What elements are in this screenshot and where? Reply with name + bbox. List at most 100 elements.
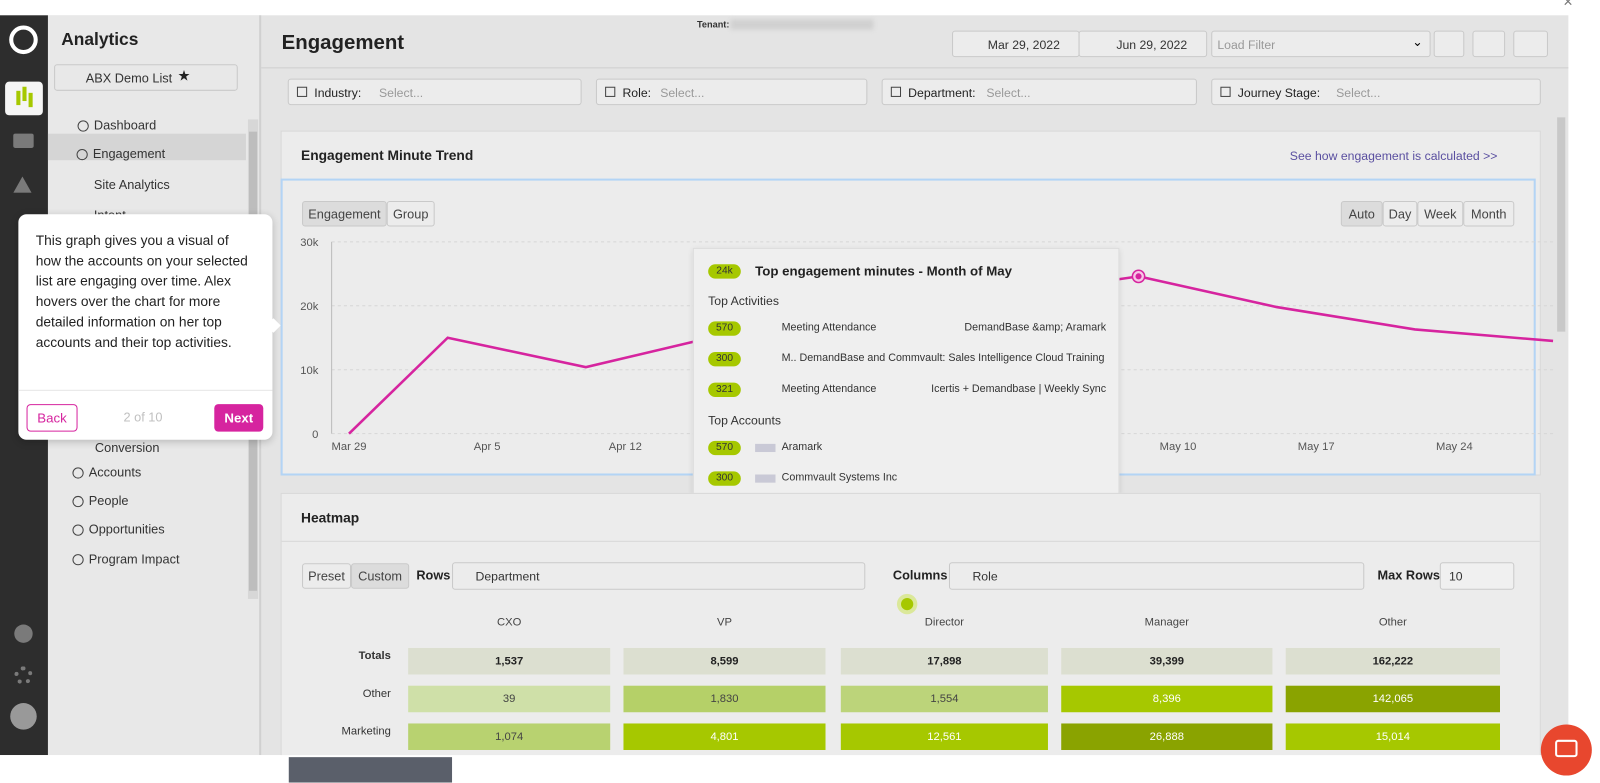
list-name: ABX Demo List <box>85 71 173 86</box>
nav-item[interactable]: People <box>88 493 129 509</box>
activity-account: Icertis + Demandbase | Weekly Sync <box>931 382 1107 395</box>
activity-name: M.. DemandBase and Commvault: Sales Inte… <box>781 352 1105 365</box>
account-logo <box>755 443 776 453</box>
x-tick-label: May 10 <box>1160 441 1197 453</box>
nav-item[interactable]: Program Impact <box>88 552 180 567</box>
nav-item[interactable]: Site Analytics <box>93 177 170 192</box>
divider <box>281 540 1540 542</box>
row-label: Totals <box>358 650 391 663</box>
main-scroll[interactable] <box>1557 117 1566 332</box>
tooltip-heading: Top Activities <box>708 293 779 309</box>
filter-select[interactable]: Role: Select... <box>595 78 868 106</box>
heat-cell: 1,537 <box>408 647 611 675</box>
next-button[interactable] <box>1513 30 1548 58</box>
next-button[interactable]: Next <box>214 404 264 432</box>
filter-label: Department: <box>908 85 976 101</box>
filter-button[interactable] <box>1433 30 1465 58</box>
filter-select[interactable]: Department: Select... <box>881 78 1197 106</box>
nav-item[interactable]: Conversion <box>94 440 160 456</box>
max-rows-input[interactable]: 10 <box>1439 562 1515 590</box>
select-value: Role <box>972 569 998 584</box>
tenant-blurred <box>730 19 874 30</box>
column-header: Director <box>924 616 965 629</box>
filter-select[interactable]: Industry: Select... <box>287 78 582 106</box>
heat-cell: 142,065 <box>1285 685 1501 713</box>
nav-icon <box>72 524 84 536</box>
y-tick-label: 10k <box>300 365 318 377</box>
nav-icon <box>72 467 84 479</box>
heat-cell: 1,830 <box>623 685 826 713</box>
star-icon[interactable]: ★ <box>177 67 191 84</box>
nav-item[interactable]: Accounts <box>88 465 142 480</box>
period-toggle[interactable]: Day <box>1382 201 1418 227</box>
y-tick-label: 20k <box>300 301 318 313</box>
filter-label: Journey Stage: <box>1237 85 1321 101</box>
icon <box>16 90 21 106</box>
filter-icon <box>605 86 616 97</box>
divider <box>261 67 1569 69</box>
heat-cell: 1,074 <box>408 723 611 751</box>
start-date[interactable]: Mar 29, 2022 <box>952 30 1080 58</box>
toggle[interactable]: Engagement <box>302 201 387 227</box>
input-value: 10 <box>1448 569 1463 584</box>
date-text: Mar 29, 2022 <box>987 37 1060 53</box>
heat-cell: 4,801 <box>623 723 826 751</box>
load-filter[interactable]: Load Filter ⌄ <box>1211 30 1431 58</box>
list-select[interactable]: ABX Demo List ★ <box>54 64 238 91</box>
background-window <box>288 757 453 783</box>
back-button[interactable]: Back <box>26 404 78 432</box>
x-tick-label: May 17 <box>1298 441 1335 453</box>
help-icon[interactable] <box>14 624 33 643</box>
filter-placeholder: Select... <box>660 85 705 101</box>
activity-name: Meeting Attendance <box>781 321 877 334</box>
tour-popup: This graph gives you a visual of how the… <box>18 214 273 440</box>
period-toggle[interactable]: Auto <box>1340 201 1383 227</box>
filter-icon <box>890 86 902 97</box>
rows-select[interactable]: Department <box>452 562 866 590</box>
max-rows-label: Max Rows <box>1377 568 1440 583</box>
filter-placeholder: Select... <box>378 85 424 101</box>
toggle[interactable]: Group <box>386 201 435 227</box>
columns-select[interactable]: Role <box>948 562 1365 590</box>
end-date[interactable]: Jun 29, 2022 <box>1078 30 1208 58</box>
tooltip-title: Top engagement minutes - Month of May <box>755 263 1013 279</box>
tenant-label: Tenant: <box>696 19 730 30</box>
x-tick-label: Apr 12 <box>609 441 642 453</box>
nav-item[interactable]: Dashboard <box>93 118 157 133</box>
chat-button[interactable] <box>1540 724 1592 776</box>
nav-icon <box>77 120 89 132</box>
period-toggle[interactable]: Month <box>1463 201 1515 227</box>
heat-cell: 162,222 <box>1285 647 1501 675</box>
panel-title: Heatmap <box>301 510 360 526</box>
heatmap-panel <box>280 492 1541 769</box>
x-tick-label: May 24 <box>1436 441 1473 453</box>
heat-cell: 1,554 <box>840 685 1048 713</box>
settings-icon[interactable] <box>14 666 33 685</box>
toggle[interactable]: Custom <box>351 563 410 589</box>
more-button[interactable] <box>1472 30 1506 58</box>
nav-icon <box>72 554 84 566</box>
select-value: Department <box>475 569 540 584</box>
close-icon[interactable]: × <box>1563 0 1573 12</box>
nav-item[interactable]: Opportunities <box>88 522 165 537</box>
row-label: Other <box>362 687 391 701</box>
filter-select[interactable]: Journey Stage: Select... <box>1211 78 1541 106</box>
heat-cell: 39,399 <box>1061 647 1273 675</box>
rail-icon[interactable] <box>13 133 34 148</box>
x-tick-label: Mar 29 <box>332 441 367 453</box>
nav-item[interactable]: Engagement <box>92 146 166 162</box>
account-badge: 300 <box>708 471 741 486</box>
calc-link[interactable]: See how engagement is calculated >> <box>1289 148 1498 164</box>
toggle[interactable]: Preset <box>302 563 352 589</box>
period-toggle[interactable]: Week <box>1417 201 1464 227</box>
chat-icon <box>1555 739 1578 758</box>
filter-icon <box>1220 86 1231 97</box>
activity-name: Meeting Attendance <box>781 382 877 395</box>
date-text: Jun 29, 2022 <box>1116 37 1188 53</box>
avatar[interactable] <box>10 703 37 730</box>
y-tick-label: 0 <box>312 429 318 441</box>
heat-cell: 8,396 <box>1061 685 1273 713</box>
rail-active[interactable] <box>5 81 43 116</box>
